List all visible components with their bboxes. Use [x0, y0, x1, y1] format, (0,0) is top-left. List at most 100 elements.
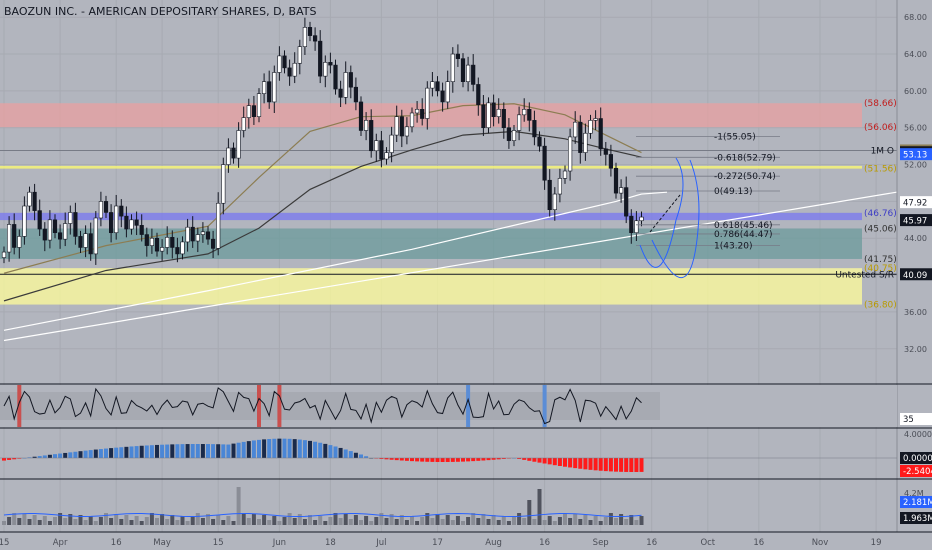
candle-body — [567, 136, 573, 172]
volume-top-label: 4.2M — [904, 489, 924, 498]
macd-bar — [435, 458, 440, 462]
volume-bar — [410, 516, 414, 525]
candle-body — [83, 233, 88, 248]
fib-level-label: 1(43.20) — [714, 242, 753, 252]
price-tag — [900, 196, 932, 209]
volume-bar — [68, 514, 73, 525]
candle-body — [613, 167, 619, 194]
candle-body — [73, 212, 78, 237]
macd-bar — [282, 438, 287, 458]
macd-bar — [47, 454, 52, 458]
volume-bar — [200, 518, 205, 525]
volume-bar — [353, 515, 358, 525]
volume-bar — [583, 515, 588, 525]
volume-bar — [359, 520, 363, 525]
macd-bar — [221, 444, 226, 458]
volume-bar — [588, 520, 593, 525]
time-tick-label: Sep — [593, 538, 609, 548]
candle-body — [190, 226, 195, 242]
macd-bar — [430, 458, 435, 462]
volume-bar — [297, 514, 302, 525]
candle-body — [430, 81, 435, 89]
volume-bar — [257, 519, 261, 525]
zone-band — [0, 268, 862, 305]
volume-bar — [634, 520, 639, 525]
macd-bar — [241, 441, 246, 458]
macd-bar — [251, 440, 256, 458]
volume-bar — [22, 514, 27, 525]
candle-body — [27, 191, 32, 207]
zone-band — [0, 103, 862, 128]
oscillator-red-marker — [277, 385, 282, 427]
zone-price-label: (56.06) — [864, 123, 897, 133]
time-tick-label: 18 — [325, 538, 336, 548]
macd-bar — [7, 458, 12, 460]
macd-zero-tag-label: 0.0000 — [903, 454, 932, 464]
time-tick-label: Apr — [53, 538, 68, 548]
candle-body — [52, 219, 58, 234]
candle-body — [511, 130, 517, 141]
candle-body — [139, 225, 144, 235]
candle-body — [624, 187, 629, 217]
candle-body — [32, 191, 37, 211]
macd-bar — [491, 458, 496, 460]
candle-body — [435, 81, 440, 92]
volume-bar — [93, 521, 98, 525]
candle-body — [98, 201, 103, 219]
time-tick-label: Jun — [272, 538, 286, 548]
volume-bar — [323, 521, 328, 525]
volume-bar — [185, 521, 190, 525]
volume-bar — [506, 521, 511, 525]
candle-body — [282, 55, 287, 69]
macd-bar — [445, 458, 450, 462]
time-tick-label: 16 — [111, 538, 122, 548]
candle-body — [557, 178, 562, 195]
candle-body — [333, 64, 338, 90]
volume-bar — [568, 518, 573, 525]
volume-bar — [175, 520, 180, 525]
volume-avg-tag — [900, 496, 932, 508]
volume-bar — [211, 519, 216, 525]
candle-body — [12, 224, 17, 248]
macd-bar — [598, 458, 603, 471]
macd-bar — [292, 439, 297, 458]
volume-bar — [512, 517, 516, 525]
volume-bar — [614, 518, 618, 525]
candle-body — [455, 53, 461, 59]
macd-bar — [455, 458, 460, 462]
macd-bar — [78, 451, 83, 458]
oscillator-red-marker — [257, 385, 261, 427]
macd-bar — [323, 443, 328, 458]
volume-bar — [496, 520, 501, 525]
time-tick-label: 15 — [0, 538, 9, 548]
candle-body — [185, 226, 190, 243]
candle-body — [369, 120, 374, 152]
volume-bar — [124, 515, 129, 525]
candle-body — [374, 140, 379, 152]
candle-body — [491, 102, 496, 117]
macd-bar — [619, 458, 624, 472]
candle-body — [88, 233, 93, 255]
macd-bar — [129, 446, 134, 458]
candle-body — [287, 67, 292, 77]
volume-bar — [246, 518, 251, 525]
macd-bar — [318, 442, 323, 458]
volume-bar — [27, 519, 32, 525]
macd-bar — [608, 458, 613, 472]
candle-body — [583, 132, 588, 153]
candle-body — [603, 148, 608, 155]
candle-body — [338, 88, 343, 98]
zone-price-label: (45.06) — [864, 224, 897, 234]
candle-body — [486, 102, 491, 129]
macd-bar — [124, 446, 129, 458]
candle-body — [634, 220, 639, 234]
candle-body — [639, 216, 644, 222]
macd-bar — [216, 444, 221, 458]
volume-bar — [206, 514, 210, 525]
macd-bar — [226, 444, 231, 458]
fib-level-label: 0.618(45.46) — [714, 221, 773, 231]
candle-body — [547, 179, 552, 210]
macd-bar — [267, 439, 272, 458]
volume-bar — [73, 519, 78, 525]
